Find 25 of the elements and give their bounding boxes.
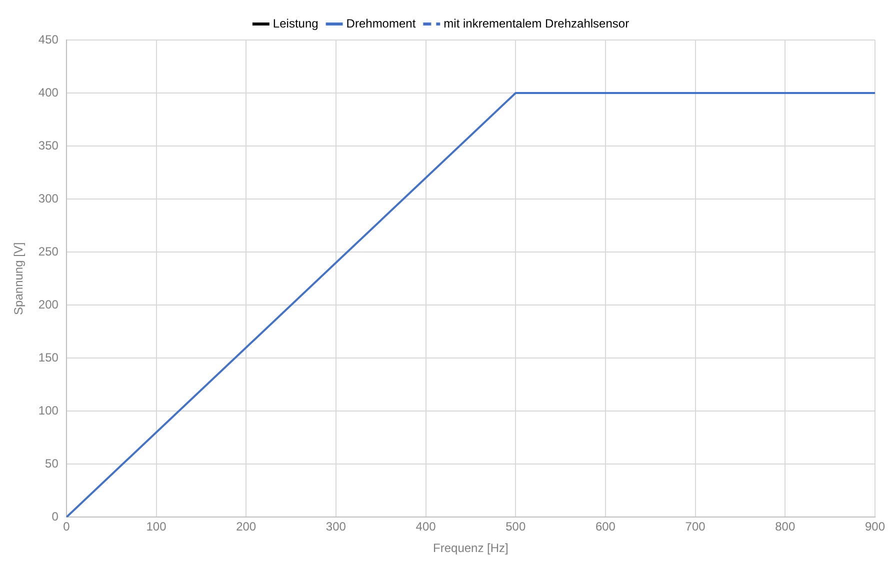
x-tick-label: 400 — [416, 520, 436, 534]
x-tick-label: 500 — [506, 520, 526, 534]
y-tick-label: 350 — [38, 138, 59, 152]
x-tick-label: 100 — [146, 520, 167, 534]
x-tick-label: 700 — [685, 520, 706, 534]
y-axis-title: Spannung [V] — [12, 242, 26, 315]
y-tick-label: 150 — [38, 350, 59, 364]
x-axis-title: Frequenz [Hz] — [433, 541, 508, 556]
x-tick-label: 600 — [595, 520, 616, 534]
x-tick-label: 200 — [236, 520, 256, 534]
y-tick-label: 400 — [38, 85, 59, 100]
x-tick-label: 900 — [864, 520, 886, 534]
legend-label: mit inkrementalem Drehzahlsensor — [444, 16, 630, 30]
y-tick-label: 250 — [38, 244, 59, 258]
y-tick-label: 200 — [38, 297, 59, 312]
legend-label: Leistung — [272, 16, 318, 30]
x-tick-label: 800 — [775, 520, 796, 534]
y-tick-label: 300 — [38, 191, 59, 206]
y-tick-label: 0 — [52, 510, 59, 524]
legend-label: Drehmoment — [346, 16, 416, 30]
y-tick-label: 100 — [38, 403, 59, 418]
x-tick-label: 0 — [63, 520, 70, 534]
x-tick-label: 300 — [326, 520, 346, 534]
y-tick-label: 450 — [38, 32, 59, 46]
y-tick-label: 50 — [45, 456, 59, 470]
